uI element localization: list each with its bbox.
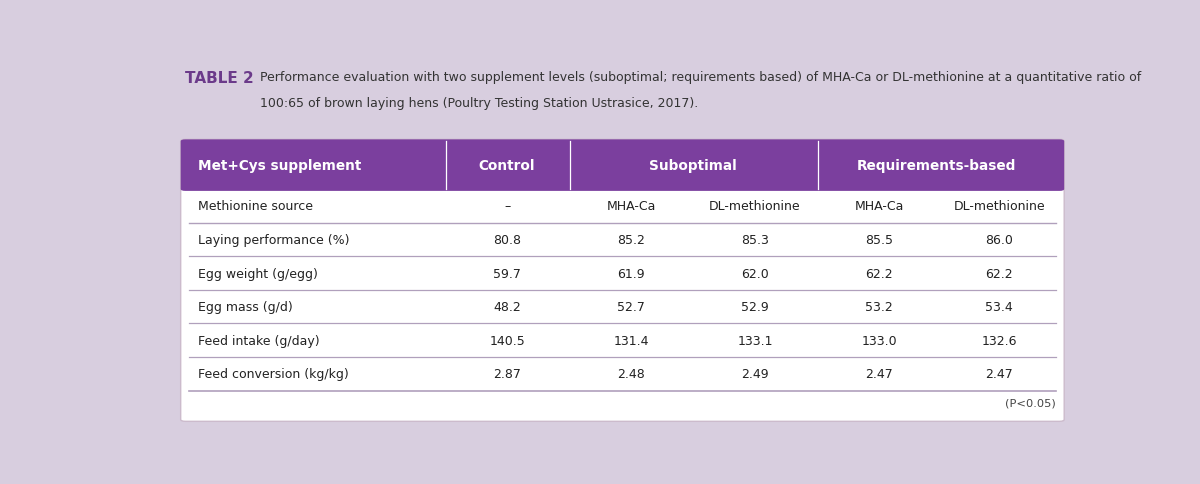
Text: 62.0: 62.0 (742, 267, 769, 280)
Text: Met+Cys supplement: Met+Cys supplement (198, 159, 361, 173)
Text: 86.0: 86.0 (985, 233, 1013, 246)
Text: 85.3: 85.3 (742, 233, 769, 246)
Text: 2.47: 2.47 (865, 368, 893, 380)
Text: 53.2: 53.2 (865, 301, 893, 314)
Text: 132.6: 132.6 (982, 334, 1016, 347)
Text: 131.4: 131.4 (613, 334, 649, 347)
Text: 53.4: 53.4 (985, 301, 1013, 314)
Text: 59.7: 59.7 (493, 267, 521, 280)
Text: 100:65 of brown laying hens (Poultry Testing Station Ustrasice, 2017).: 100:65 of brown laying hens (Poultry Tes… (259, 97, 698, 110)
Text: Feed intake (g/day): Feed intake (g/day) (198, 334, 320, 347)
Text: 62.2: 62.2 (865, 267, 893, 280)
Text: 48.2: 48.2 (493, 301, 521, 314)
Text: 80.8: 80.8 (493, 233, 521, 246)
Text: 52.7: 52.7 (617, 301, 646, 314)
Text: (P<0.05): (P<0.05) (1006, 398, 1056, 408)
Text: 2.47: 2.47 (985, 368, 1013, 380)
Text: MHA-Ca: MHA-Ca (606, 200, 656, 213)
Text: TABLE 2: TABLE 2 (185, 71, 254, 86)
Text: –: – (504, 200, 510, 213)
Text: Control: Control (479, 159, 535, 173)
Text: 2.48: 2.48 (618, 368, 646, 380)
Text: Methionine source: Methionine source (198, 200, 313, 213)
Text: Egg mass (g/d): Egg mass (g/d) (198, 301, 293, 314)
Text: 133.1: 133.1 (737, 334, 773, 347)
Text: Requirements-based: Requirements-based (857, 159, 1016, 173)
Text: 2.87: 2.87 (493, 368, 521, 380)
Text: MHA-Ca: MHA-Ca (854, 200, 904, 213)
Text: 133.0: 133.0 (862, 334, 896, 347)
Text: DL-methionine: DL-methionine (953, 200, 1045, 213)
Text: Suboptimal: Suboptimal (649, 159, 737, 173)
Text: 85.5: 85.5 (865, 233, 893, 246)
Text: Performance evaluation with two supplement levels (suboptimal; requirements base: Performance evaluation with two suppleme… (259, 71, 1141, 84)
Text: 52.9: 52.9 (742, 301, 769, 314)
Text: Feed conversion (kg/kg): Feed conversion (kg/kg) (198, 368, 349, 380)
Text: Laying performance (%): Laying performance (%) (198, 233, 350, 246)
FancyBboxPatch shape (181, 140, 1064, 192)
Text: 62.2: 62.2 (985, 267, 1013, 280)
Text: Egg weight (g/egg): Egg weight (g/egg) (198, 267, 318, 280)
Text: 140.5: 140.5 (490, 334, 524, 347)
FancyBboxPatch shape (181, 140, 1064, 422)
Text: DL-methionine: DL-methionine (709, 200, 800, 213)
Text: 61.9: 61.9 (618, 267, 646, 280)
Text: 2.49: 2.49 (742, 368, 769, 380)
Bar (185, 164, 1060, 190)
Text: 85.2: 85.2 (617, 233, 646, 246)
